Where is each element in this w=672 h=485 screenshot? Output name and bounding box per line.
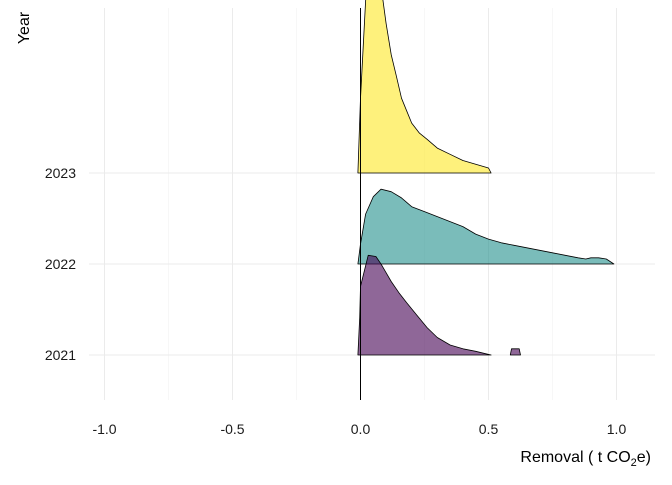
- ridge-2021: [357, 254, 492, 356]
- x-axis-title-suffix: e): [637, 449, 651, 466]
- x-axis-title: Removal ( t CO2e): [520, 449, 651, 469]
- ridge-layer: [357, 0, 615, 356]
- x-tick-label: 0.5: [479, 421, 499, 437]
- x-tick-label: -1.0: [92, 421, 116, 437]
- ridge-2022: [357, 188, 615, 265]
- x-tick-label: -0.5: [220, 421, 244, 437]
- ridge-2023: [357, 0, 492, 174]
- x-tick-label: 0.0: [351, 421, 371, 437]
- y-tick-label: 2023: [45, 165, 76, 181]
- x-tick-label: 1.0: [607, 421, 627, 437]
- x-axis-title-main: Removal ( t CO: [520, 449, 630, 466]
- x-tick-labels: -1.0 -0.5 0.0 0.5 1.0: [92, 421, 626, 437]
- y-tick-label: 2022: [45, 256, 76, 272]
- ridge-2021: [509, 348, 521, 356]
- x-axis-title-subscript: 2: [631, 457, 637, 469]
- y-tick-label: 2021: [45, 347, 76, 363]
- y-tick-labels: 2021 2022 2023: [45, 165, 76, 363]
- y-axis-title: Year: [16, 11, 33, 44]
